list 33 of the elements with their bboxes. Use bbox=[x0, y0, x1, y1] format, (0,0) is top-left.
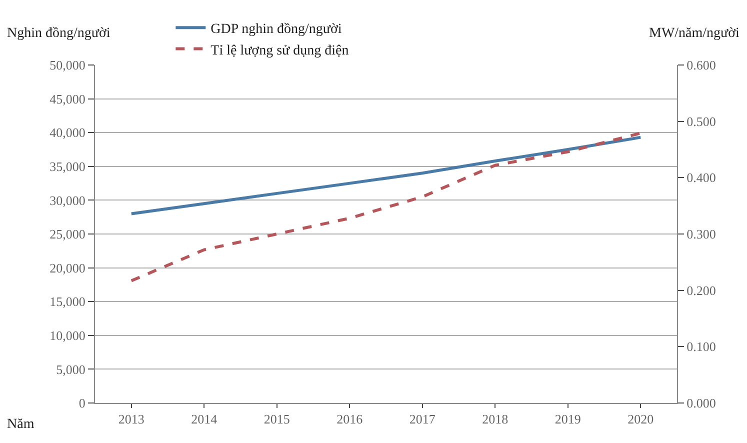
x-tick-label: 2014 bbox=[191, 412, 218, 427]
x-tick-label: 2013 bbox=[118, 412, 144, 427]
y-tick-label: 20,000 bbox=[50, 260, 86, 276]
y-tick-label: 25,000 bbox=[50, 226, 86, 242]
y-tick-label: 45,000 bbox=[50, 91, 86, 106]
x-tick-label: 2017 bbox=[409, 412, 436, 427]
line-series bbox=[130, 132, 642, 282]
y-tick-label: 15,000 bbox=[50, 294, 86, 310]
y2-tick-label: 0.200 bbox=[686, 282, 716, 298]
y2-tick-label: 0.600 bbox=[686, 58, 716, 73]
y-tick-label: 40,000 bbox=[50, 125, 86, 140]
y2-tick-label: 0.100 bbox=[686, 339, 716, 354]
x-tick-label: 2019 bbox=[554, 412, 581, 427]
x-axis-title: Năm bbox=[7, 417, 34, 432]
y-tick-label: 50,000 bbox=[50, 58, 86, 73]
x-tick-label: 2020 bbox=[628, 412, 654, 427]
y-tick-label: 0 bbox=[78, 396, 86, 411]
y2-tick-label: 0.000 bbox=[686, 396, 716, 411]
x-tick-label: 2016 bbox=[336, 412, 364, 427]
x-tick-label: 2018 bbox=[482, 412, 508, 427]
y-tick-label: 5,000 bbox=[56, 362, 86, 377]
x-tick-label: 2015 bbox=[264, 412, 290, 427]
y-axis-title: Nghin đồng/người bbox=[7, 26, 110, 41]
y2-axis-title: MW/năm/người bbox=[649, 26, 740, 41]
legend-label: GDP nghin đồng/người bbox=[210, 22, 342, 38]
y2-tick-label: 0.400 bbox=[686, 170, 716, 186]
y-tick-label: 10,000 bbox=[50, 328, 86, 343]
legend-label: Tỉ lệ lượng sử dụng điện bbox=[210, 43, 349, 58]
y-tick-label: 35,000 bbox=[50, 158, 86, 174]
line-series bbox=[130, 136, 642, 216]
y2-tick-label: 0.500 bbox=[686, 114, 716, 129]
y-tick-label: 30,000 bbox=[50, 192, 86, 208]
y2-tick-label: 0.300 bbox=[686, 226, 716, 242]
